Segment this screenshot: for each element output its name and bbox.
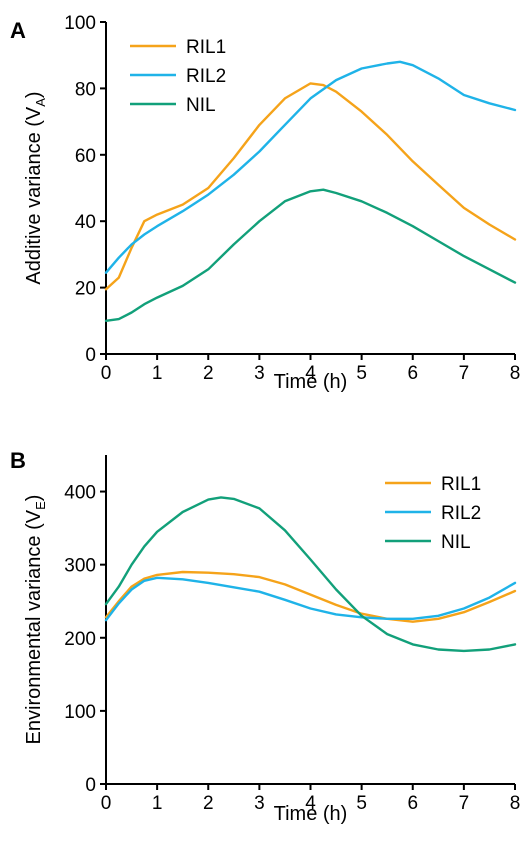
x-tick-label: 8 xyxy=(510,363,521,384)
y-tick-label: 100 xyxy=(64,702,96,723)
x-tick-label: 1 xyxy=(152,793,163,814)
series-line-nil xyxy=(104,188,517,322)
x-tick-label: 0 xyxy=(101,793,112,814)
x-tick-label: 0 xyxy=(101,363,112,384)
x-tick-label: 4 xyxy=(305,363,316,384)
panel-letter: B xyxy=(10,448,26,473)
x-axis-title: Time (h) xyxy=(274,371,348,393)
x-tick-label: 5 xyxy=(356,363,367,384)
y-tick-label: 0 xyxy=(85,345,96,366)
y-tick-label: 60 xyxy=(75,146,96,167)
y-axis-title: Additive variance (VA) xyxy=(23,91,48,284)
x-tick-label: 2 xyxy=(203,793,214,814)
x-axis-title: Time (h) xyxy=(274,803,348,825)
y-axis-title-close: ) xyxy=(23,91,45,98)
x-tick-label: 6 xyxy=(407,793,418,814)
legend-label-ril2: RIL2 xyxy=(441,503,481,524)
panel-letter: A xyxy=(10,18,26,43)
x-tick-label: 4 xyxy=(305,793,316,814)
series-line-nil xyxy=(104,496,517,653)
x-tick-label: 7 xyxy=(459,363,470,384)
y-axis-title-subscript: A xyxy=(33,98,48,107)
y-axis-title-main: Environmental variance (V xyxy=(23,509,45,744)
series-line-ril2 xyxy=(104,60,517,274)
panel-b: B 0 1 2 3 4 5 6 7 8 0 100 200 300 400 Time (h) Environme… xyxy=(10,448,520,825)
y-axis-title-main: Additive variance (V xyxy=(23,106,45,285)
legend-label-nil: NIL xyxy=(441,532,471,553)
x-tick-label: 7 xyxy=(459,793,470,814)
y-axis-title: Environmental variance (VE) xyxy=(23,495,48,745)
y-tick-label: 20 xyxy=(75,279,96,300)
x-tick-label: 5 xyxy=(356,793,367,814)
x-tick-label: 2 xyxy=(203,363,214,384)
x-tick-label: 6 xyxy=(407,363,418,384)
series-line-ril1 xyxy=(104,570,517,623)
y-tick-label: 100 xyxy=(64,13,96,34)
y-axis-title-subscript: E xyxy=(33,501,48,510)
y-tick-label: 200 xyxy=(64,629,96,650)
series-line-ril1 xyxy=(104,82,517,291)
y-tick-label: 400 xyxy=(64,483,96,504)
x-tick-label: 3 xyxy=(254,793,265,814)
series-line-ril2 xyxy=(104,576,517,622)
x-tick-label: 1 xyxy=(152,363,163,384)
y-tick-label: 80 xyxy=(75,79,96,100)
y-axis-title-close: ) xyxy=(23,495,45,502)
x-tick-label: 8 xyxy=(510,793,521,814)
legend-label-nil: NIL xyxy=(186,95,216,116)
y-tick-label: 40 xyxy=(75,212,96,233)
legend-label-ril2: RIL2 xyxy=(186,66,226,87)
y-tick-label: 300 xyxy=(64,556,96,577)
legend-label-ril1: RIL1 xyxy=(186,37,226,58)
x-tick-label: 3 xyxy=(254,363,265,384)
legend-label-ril1: RIL1 xyxy=(441,474,481,495)
y-tick-label: 0 xyxy=(85,775,96,796)
